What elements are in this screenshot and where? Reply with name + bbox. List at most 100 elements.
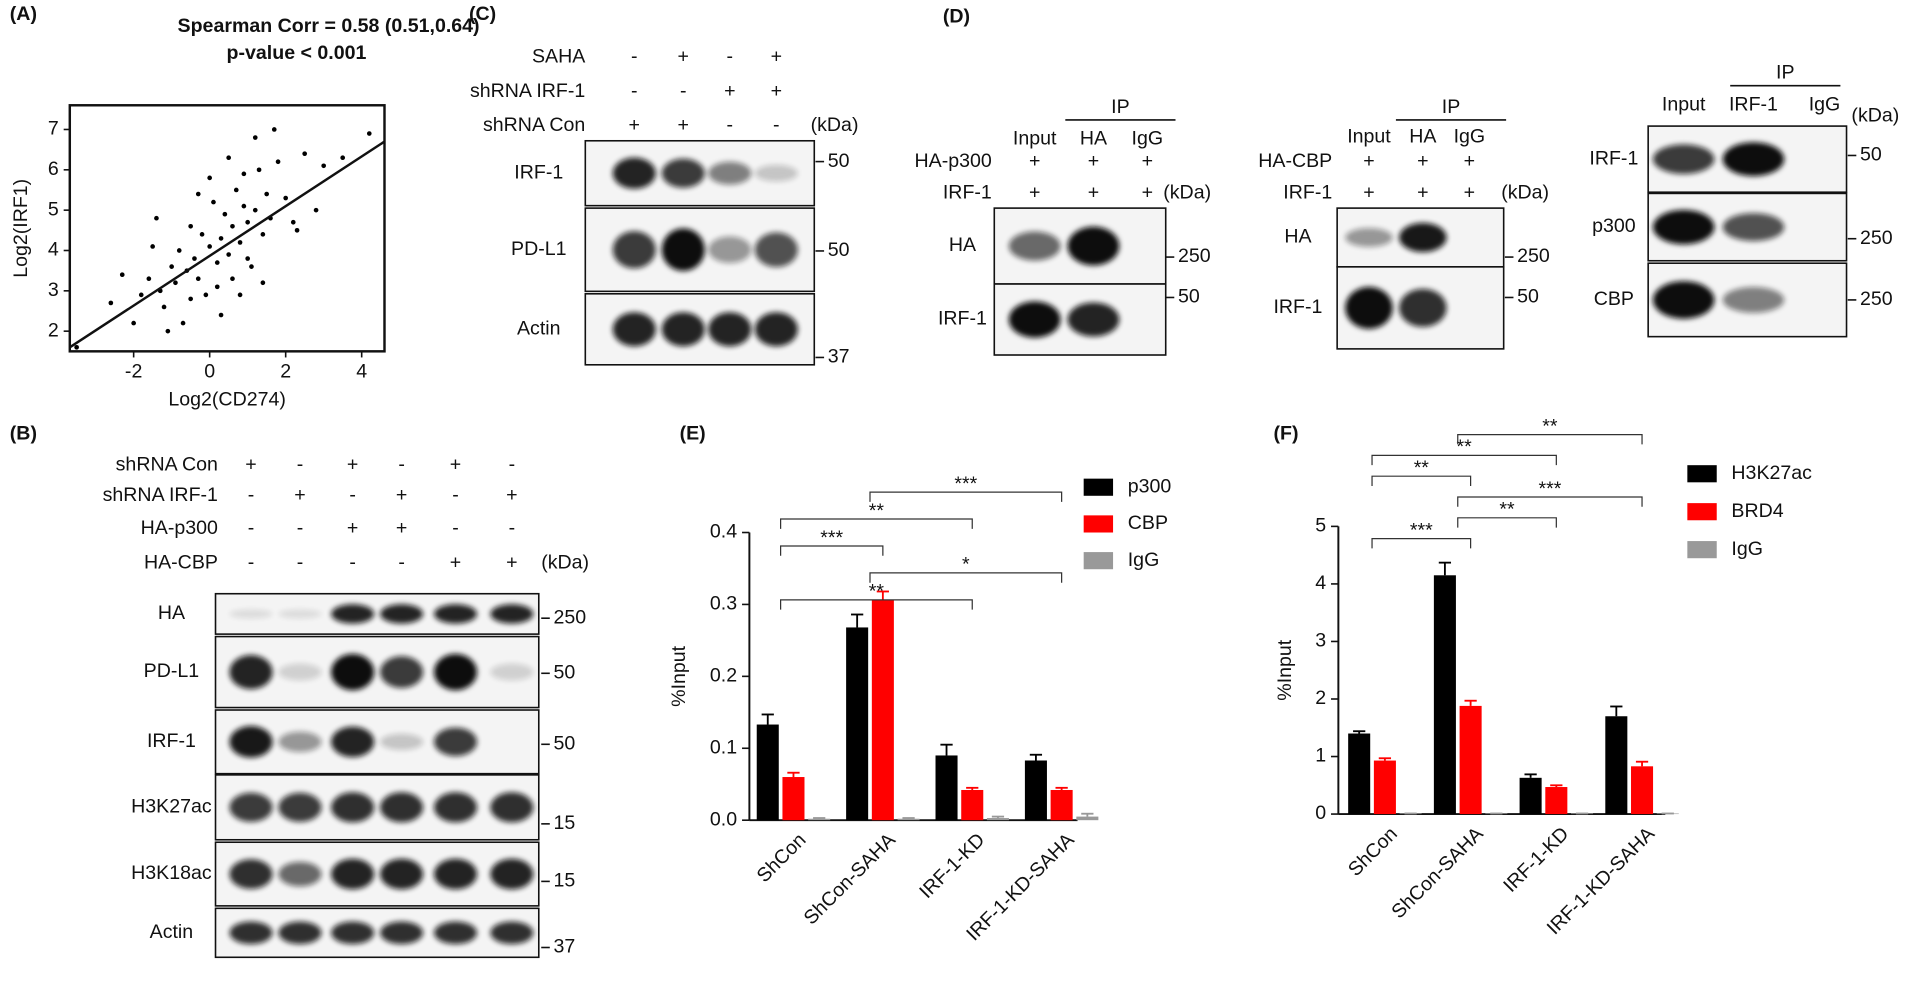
legend-label: BRD4 xyxy=(1731,500,1783,522)
blot-band xyxy=(1067,226,1120,266)
row-label: PD-L1 xyxy=(511,238,567,260)
scatter-point xyxy=(294,227,300,233)
condition-sign: + xyxy=(771,46,782,68)
panel-label: (B) xyxy=(10,423,37,445)
bar xyxy=(1605,716,1628,815)
condition-sign: - xyxy=(773,114,780,136)
y-tick-label: 0.0 xyxy=(710,808,737,830)
kda-marker: 15 xyxy=(553,870,575,892)
error-bar xyxy=(761,713,774,725)
blot xyxy=(584,139,816,366)
blot-band xyxy=(380,858,424,890)
lane-label: IgG xyxy=(1809,93,1841,115)
blot-band xyxy=(331,653,375,691)
significance-label: ** xyxy=(1414,457,1430,479)
condition-label: shRNA IRF-1 xyxy=(470,80,585,102)
error-bar xyxy=(1438,561,1452,576)
scatter-point xyxy=(207,244,212,249)
blot-band xyxy=(490,792,534,823)
ip-label: IP xyxy=(1776,62,1795,84)
scatter-point xyxy=(313,207,319,213)
significance-label: ** xyxy=(869,500,885,522)
blot-band xyxy=(229,726,273,758)
scatter-point xyxy=(275,159,281,165)
blot-band xyxy=(490,663,534,681)
significance-bracket xyxy=(780,545,884,556)
scatter-point xyxy=(146,276,152,282)
significance-label: *** xyxy=(1538,478,1561,500)
scatter-point xyxy=(74,344,79,350)
scatter-point xyxy=(195,191,201,197)
blot-band xyxy=(433,792,478,823)
chart-subtitle: p-value < 0.001 xyxy=(227,42,367,64)
x-tick-label: 4 xyxy=(356,360,367,382)
kda-unit: (kDa) xyxy=(1851,104,1899,126)
blot-band xyxy=(754,164,798,182)
scatter-point xyxy=(207,175,212,181)
condition-sign: + xyxy=(1417,182,1428,204)
kda-marker: 50 xyxy=(1860,144,1882,166)
error-bar xyxy=(1524,773,1537,778)
condition-sign: - xyxy=(297,551,304,573)
y-axis-label: %Input xyxy=(668,645,690,707)
condition-sign: + xyxy=(629,114,640,136)
scatter-point xyxy=(150,244,155,249)
scatter-point xyxy=(180,320,186,326)
error-bar xyxy=(1029,753,1043,761)
legend-label: IgG xyxy=(1731,538,1763,560)
bar xyxy=(1076,816,1099,821)
condition-sign: - xyxy=(297,453,304,475)
scatter-point xyxy=(252,207,258,213)
kda-unit: (kDa) xyxy=(1163,182,1211,204)
significance-bracket xyxy=(1371,538,1472,549)
condition-label: HA-CBP xyxy=(144,551,218,573)
blot-band xyxy=(1722,286,1785,313)
scatter-point xyxy=(237,292,243,298)
chart-title: Spearman Corr = 0.58 (0.51,0.64) xyxy=(178,15,480,37)
lane-label: HA xyxy=(1080,128,1108,150)
scatter-point xyxy=(241,203,247,209)
scatter-point xyxy=(131,320,136,326)
blot-band xyxy=(612,157,656,189)
legend-label: CBP xyxy=(1128,512,1168,534)
trend-line xyxy=(69,140,386,349)
scatter-point xyxy=(321,163,327,169)
bar xyxy=(1024,760,1047,821)
row-label: IRF-1 xyxy=(147,730,196,752)
significance-bracket xyxy=(869,491,1063,502)
blot-band xyxy=(278,609,322,619)
condition-sign: + xyxy=(1029,182,1040,204)
significance-bracket xyxy=(1457,517,1557,528)
row-label: IRF-1 xyxy=(1589,147,1638,169)
row-label: IRF-1 xyxy=(938,308,987,330)
y-tick-label: 5 xyxy=(1315,515,1326,537)
condition-sign: + xyxy=(294,484,305,506)
scatter-point xyxy=(241,171,247,177)
y-tick-label: 6 xyxy=(48,158,59,180)
condition-sign: - xyxy=(297,517,304,539)
y-tick-label: 0 xyxy=(1315,802,1326,824)
blot-band xyxy=(331,726,375,758)
row-label: p300 xyxy=(1592,215,1636,237)
bar xyxy=(897,818,920,821)
error-bar xyxy=(966,786,979,790)
scatter-point xyxy=(271,127,277,132)
x-tick-label: 0 xyxy=(204,360,215,382)
bar xyxy=(871,600,894,821)
kda-unit: (kDa) xyxy=(1501,182,1549,204)
condition-sign: + xyxy=(1088,150,1099,172)
scatter-point xyxy=(233,187,239,193)
bar xyxy=(1631,766,1654,815)
row-label: H3K27ac xyxy=(131,796,212,818)
error-bar xyxy=(1353,730,1366,734)
blot xyxy=(1336,207,1505,350)
y-axis-label: %Input xyxy=(1274,639,1296,701)
error-bar xyxy=(991,815,1005,819)
kda-unit: (kDa) xyxy=(811,114,859,136)
legend-swatch xyxy=(1687,503,1717,521)
blot-band xyxy=(754,312,798,347)
condition-sign: + xyxy=(678,46,689,68)
blot-band xyxy=(1399,222,1447,253)
y-tick-label: 4 xyxy=(48,239,59,261)
bar xyxy=(961,789,984,821)
